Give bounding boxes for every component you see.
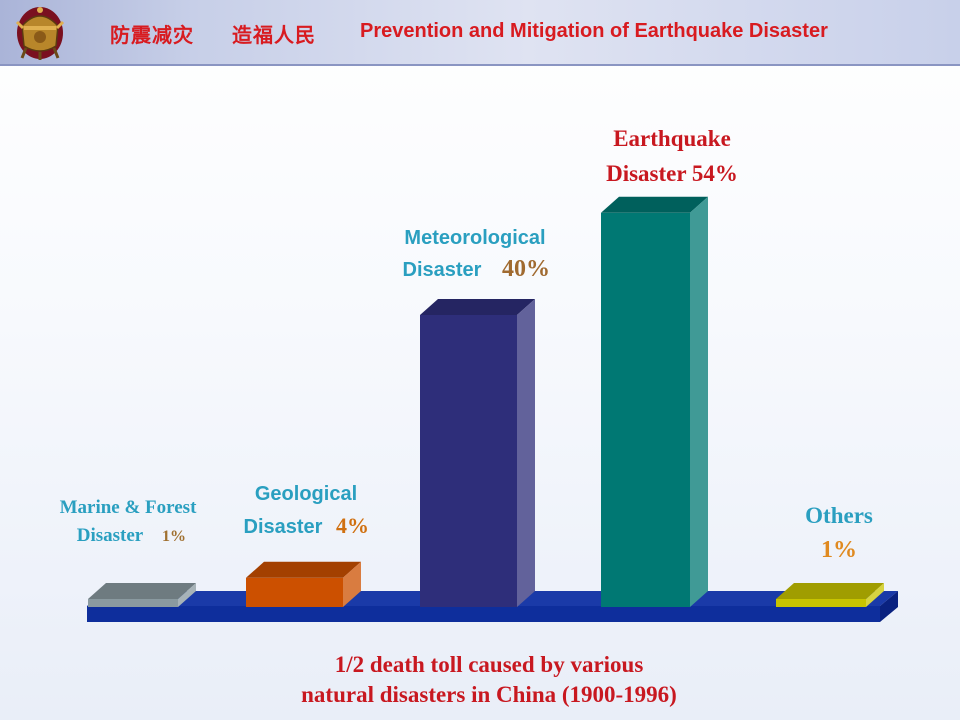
chart-caption-line2: natural disasters in China (1900-1996) [301, 682, 677, 707]
cauldron-logo-icon [15, 7, 65, 60]
label-meteorological-pct: 40% [502, 256, 550, 282]
label-geological-line1: Geological [255, 483, 357, 505]
bar-top-meteorological-disaster [420, 299, 535, 315]
label-marine-forest: Marine & Forest Disaster 1% [60, 497, 197, 546]
bar-meteorological-disaster [420, 299, 535, 607]
label-marine-line1: Marine & Forest [60, 497, 197, 518]
bar-others [776, 583, 884, 607]
chart-base-side [880, 591, 898, 622]
bar-geological-disaster [246, 561, 361, 607]
bar-marine-forest-disaster [88, 583, 196, 607]
bar-earthquake-disaster [601, 196, 708, 608]
bar-top-earthquake-disaster [601, 196, 708, 213]
label-earthquake: Earthquake Disaster 54% [606, 126, 738, 186]
header-title-cn-1: 防震减灾 [110, 23, 194, 47]
label-others-line2: 1% [821, 537, 857, 563]
label-geological-pct: 4% [336, 513, 369, 538]
bar-front-geological-disaster [246, 577, 343, 607]
bar-front-marine-forest-disaster [88, 599, 178, 607]
bar-front-meteorological-disaster [420, 315, 517, 607]
label-others-line1: Others [805, 503, 873, 528]
bar-side-earthquake-disaster [690, 196, 708, 608]
bar-side-marine-forest-disaster [178, 583, 196, 607]
label-meteorological-line1: Meteorological [404, 227, 545, 249]
bar-top-others [776, 583, 884, 599]
bar-front-others [776, 599, 866, 607]
label-earthquake-line1: Earthquake [613, 126, 731, 151]
label-marine-pct: 1% [162, 528, 186, 545]
label-geological: Geological Disaster 4% [244, 483, 369, 538]
header-title-cn-2: 造福人民 [232, 23, 316, 47]
label-marine-line2: Disaster [77, 525, 144, 546]
bar-side-others [866, 583, 884, 607]
bar-top-marine-forest-disaster [88, 583, 196, 599]
bar-side-geological-disaster [343, 561, 361, 607]
chart-caption-line1: 1/2 death toll caused by various [335, 652, 644, 677]
label-earthquake-line2: Disaster 54% [606, 161, 738, 186]
chart-base-front [87, 606, 880, 622]
bar-front-earthquake-disaster [601, 212, 690, 608]
header-divider [0, 64, 960, 66]
label-others: Others 1% [805, 503, 873, 563]
header-bar: 防震减灾 造福人民 Prevention and Mitigation of E… [0, 0, 960, 64]
bar-top-geological-disaster [246, 561, 361, 578]
header-title-en: Prevention and Mitigation of Earthquake … [360, 20, 828, 42]
label-meteorological-line2: Disaster [403, 259, 482, 281]
label-geological-line2: Disaster [244, 516, 323, 538]
label-meteorological: Meteorological Disaster 40% [403, 227, 550, 282]
bar-side-meteorological-disaster [517, 299, 535, 607]
